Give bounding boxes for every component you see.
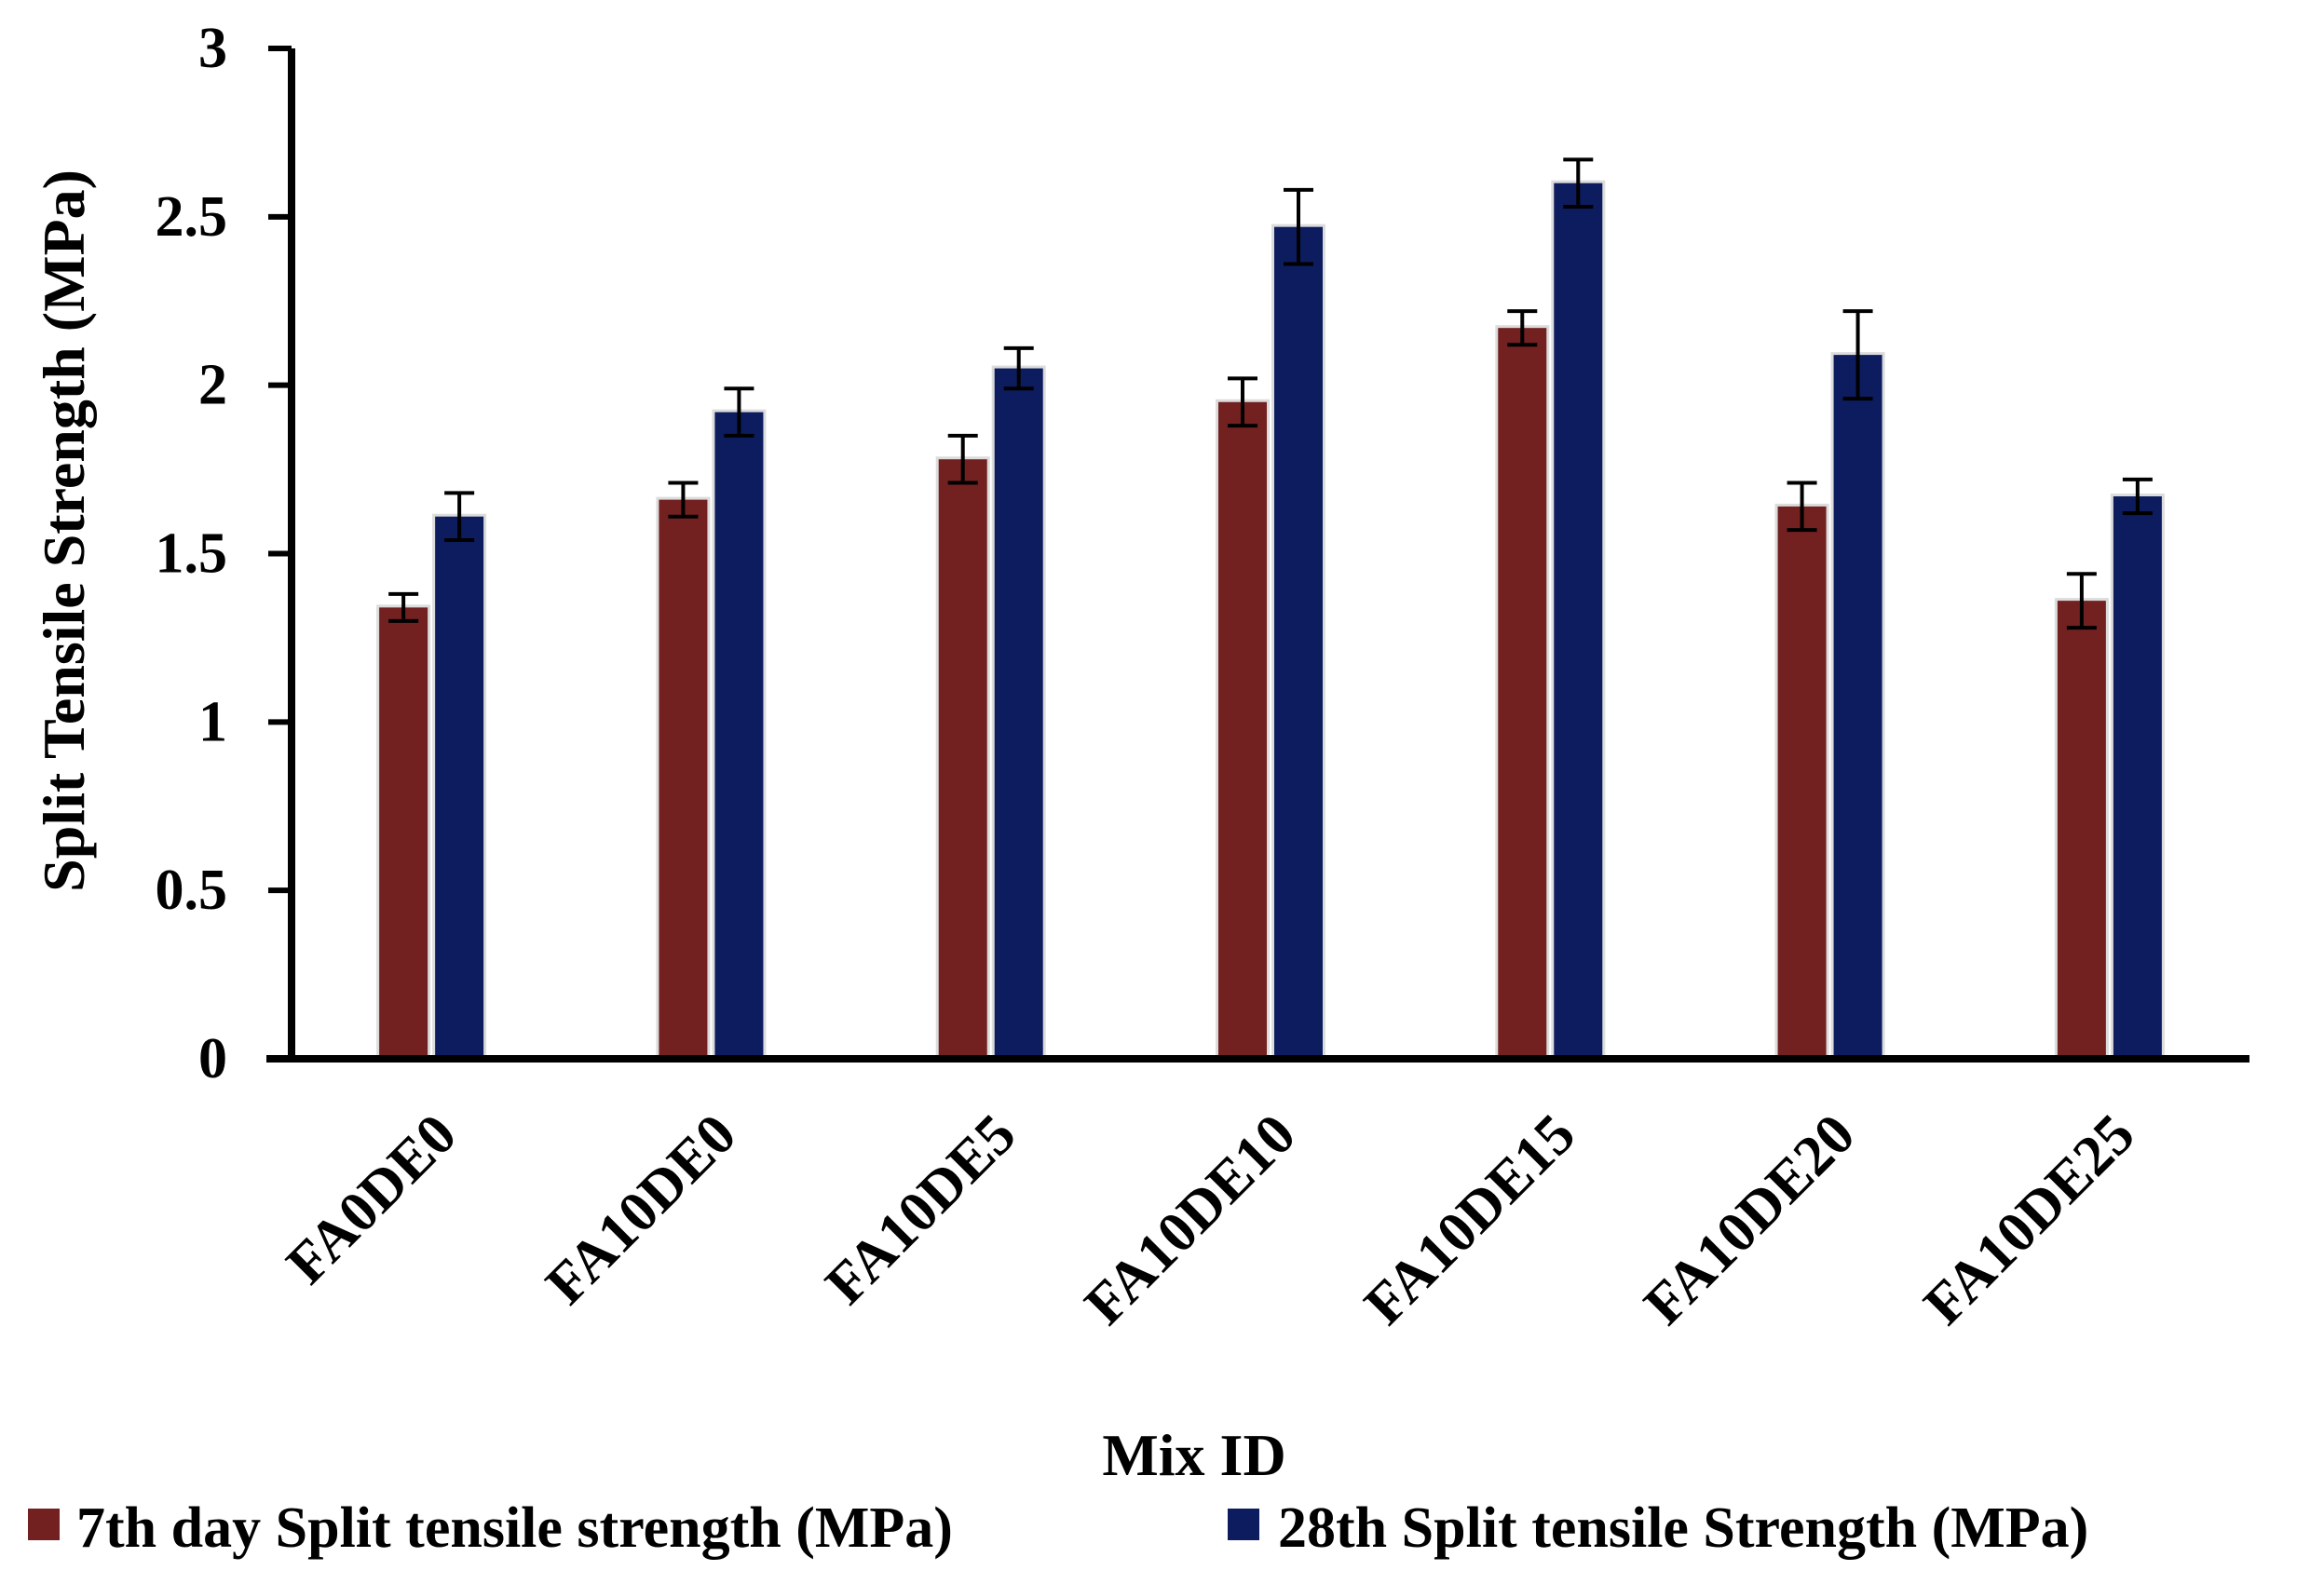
y-tick-label: 1 — [198, 690, 227, 753]
bar-FA10DE15-series-2 — [1554, 183, 1603, 1059]
bar-FA10DE25-series-1 — [2057, 601, 2106, 1059]
y-ticks: 0 0.5 1 1.5 2 2.5 3 — [156, 17, 292, 1090]
y-tick-label: 3 — [198, 17, 227, 80]
bar-FA10DE20-series-2 — [1833, 355, 1882, 1059]
bar-FA10DE0-series-1 — [659, 499, 708, 1059]
legend-label-series-1: 7th day Split tensile strength (MPa) — [76, 1496, 953, 1560]
x-tick-label-FA10DE15: FA10DE15 — [1352, 1103, 1587, 1337]
bar-FA0DE0-series-2 — [435, 516, 484, 1059]
x-tick-label-FA10DE20: FA10DE20 — [1633, 1103, 1868, 1337]
bar-FA10DE10-series-1 — [1218, 401, 1267, 1059]
x-tick-label-FA10DE0: FA10DE0 — [534, 1103, 748, 1317]
x-tick-label-FA0DE0: FA0DE0 — [275, 1103, 469, 1296]
bar-FA10DE5-series-1 — [938, 459, 987, 1059]
y-axis-title: Split Tensile Strength (MPa) — [31, 169, 97, 892]
bar-FA10DE10-series-2 — [1274, 226, 1323, 1059]
bar-FA10DE20-series-1 — [1777, 506, 1827, 1059]
y-tick-label: 2.5 — [156, 185, 228, 249]
x-tick-label-FA10DE5: FA10DE5 — [814, 1103, 1028, 1317]
x-axis-title: Mix ID — [1102, 1422, 1285, 1488]
bar-FA10DE0-series-2 — [714, 412, 764, 1060]
x-tick-labels: FA0DE0 FA10DE0 FA10DE5 FA10DE10 FA10DE15 FA10… — [275, 1103, 2147, 1337]
bar-FA10DE25-series-2 — [2113, 496, 2162, 1059]
y-tick-label: 1.5 — [156, 522, 228, 586]
bar-FA10DE5-series-2 — [994, 368, 1043, 1059]
y-tick-label: 0 — [198, 1027, 227, 1090]
y-tick-label: 0.5 — [156, 859, 228, 922]
legend-label-series-2: 28th Split tensile Strength (MPa) — [1278, 1496, 2088, 1560]
bar-FA10DE15-series-1 — [1498, 328, 1547, 1059]
error-bars-layer — [388, 157, 2153, 630]
legend-swatch-series-2 — [1228, 1509, 1259, 1540]
x-tick-label-FA10DE25: FA10DE25 — [1912, 1103, 2147, 1337]
y-tick-label: 2 — [198, 354, 227, 417]
bar-FA0DE0-series-1 — [379, 607, 428, 1059]
x-tick-label-FA10DE10: FA10DE10 — [1073, 1103, 1308, 1337]
legend: 7th day Split tensile strength (MPa) 28th… — [28, 1496, 2088, 1560]
bars-layer — [376, 180, 2165, 1060]
legend-swatch-series-1 — [28, 1509, 60, 1540]
